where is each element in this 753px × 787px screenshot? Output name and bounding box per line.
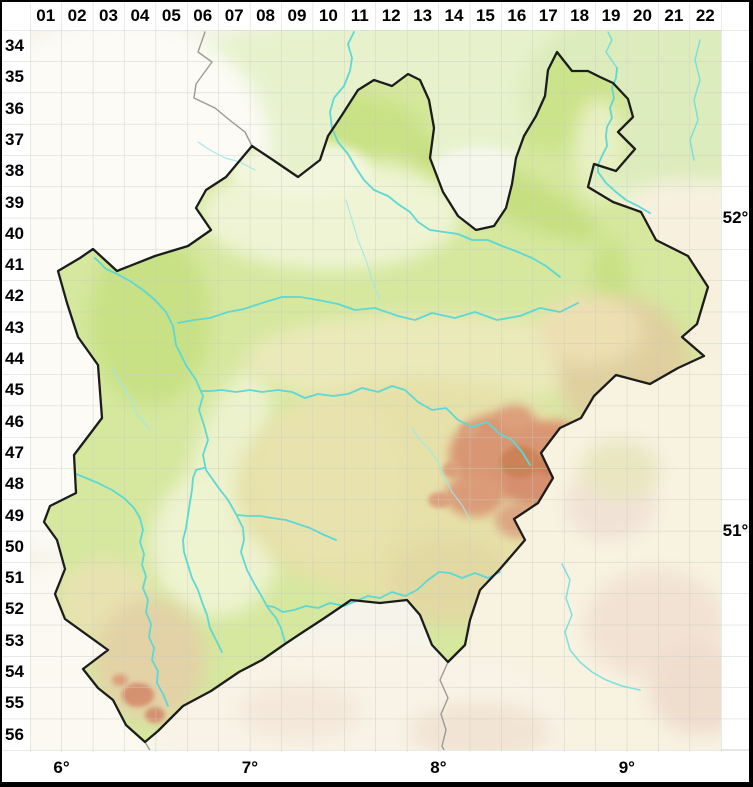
river-lippe: [177, 296, 579, 324]
grid-row-label: 42: [5, 286, 24, 306]
grid-row-label: 36: [5, 98, 24, 118]
grid-column-label: 01: [36, 6, 56, 25]
grid-row-label: 51: [5, 568, 24, 588]
grid-column-label: 17: [538, 6, 558, 25]
grid-column-label: 18: [570, 6, 590, 25]
longitude-band: [0, 750, 749, 782]
grid-column-label: 08: [256, 6, 276, 25]
stream-lenne: [411, 427, 471, 521]
latitude-label: 51°: [722, 521, 749, 541]
netherlands-border-line: [193, 31, 253, 147]
river-erft: [182, 467, 223, 653]
grid-row-label: 53: [5, 630, 24, 650]
frame-edge-left: [0, 0, 2, 787]
river-wupper: [237, 514, 337, 541]
grid-column-label: 14: [444, 6, 464, 25]
river-rur: [75, 473, 169, 707]
grid-row-label: 37: [5, 129, 24, 149]
grid-row-label: 46: [5, 411, 24, 431]
grid-row-label: 38: [5, 161, 24, 181]
grid-column-label: 21: [664, 6, 684, 25]
river-sieg: [267, 571, 501, 613]
river-weser-outside: [605, 31, 618, 69]
grid-row-label: 48: [5, 474, 24, 494]
longitude-label: 9°: [618, 758, 635, 777]
stream-werse: [345, 199, 381, 301]
river-ruhr: [201, 385, 531, 466]
rlp-hessen-border-line: [439, 661, 449, 750]
grid-column-label: 06: [193, 6, 213, 25]
grid-column-label: 13: [413, 6, 433, 25]
river-hase-outside: [689, 39, 701, 161]
grid-column-label: 10: [318, 6, 338, 25]
grid-row-label: 44: [5, 349, 24, 369]
grid-row-label: 49: [5, 505, 24, 525]
grid-row-label: 43: [5, 317, 24, 337]
grid-row-label: 47: [5, 442, 24, 462]
longitude-label: 8°: [430, 758, 447, 777]
grid-row-label: 50: [5, 536, 24, 556]
grid-row-label: 55: [5, 693, 24, 713]
frame-edge-right: [749, 0, 753, 787]
grid-row-label: 39: [5, 192, 24, 212]
river-eder-outside: [561, 563, 641, 691]
stream-niers: [111, 365, 151, 431]
grid-row-label: 34: [5, 36, 24, 55]
grid-row-label: 52: [5, 599, 24, 619]
grid-row-label: 54: [5, 662, 24, 682]
river-rhine: [94, 257, 286, 643]
grid-row-label: 40: [5, 223, 24, 243]
belgium-rlp-border-line: [144, 741, 151, 750]
grid-column-label: 16: [507, 6, 527, 25]
longitude-label: 6°: [53, 758, 70, 777]
grid-row-label: 41: [5, 255, 24, 275]
frame-edge-bottom: [0, 782, 753, 787]
stream-berkel: [197, 141, 256, 171]
grid-column-label: 15: [475, 6, 495, 25]
grid-column-label: 04: [130, 6, 150, 25]
nrw-state-border: [42, 50, 710, 744]
grid-column-label: 03: [99, 6, 118, 25]
grid-column-label: 05: [161, 6, 181, 25]
river-weser: [597, 67, 651, 214]
grid-column-label: 09: [287, 6, 307, 25]
frame-edge-top: [0, 0, 753, 2]
grid-column-label: 19: [601, 6, 621, 25]
grid-column-label: 07: [224, 6, 244, 25]
grid-column-label: 20: [633, 6, 652, 25]
latitude-label: 52°: [722, 208, 749, 227]
grid-row-label: 35: [5, 67, 24, 87]
grid-row-label: 45: [5, 380, 24, 400]
longitude-label: 7°: [241, 758, 259, 777]
grid-row-label: 56: [5, 724, 24, 744]
grid-column-label: 02: [67, 6, 87, 25]
hydrology-and-borders: [42, 31, 710, 750]
grid-column-label: 11: [350, 6, 369, 25]
grid-column-label: 22: [695, 6, 715, 25]
river-ems: [329, 31, 561, 278]
grid-column-label: 12: [381, 6, 401, 25]
